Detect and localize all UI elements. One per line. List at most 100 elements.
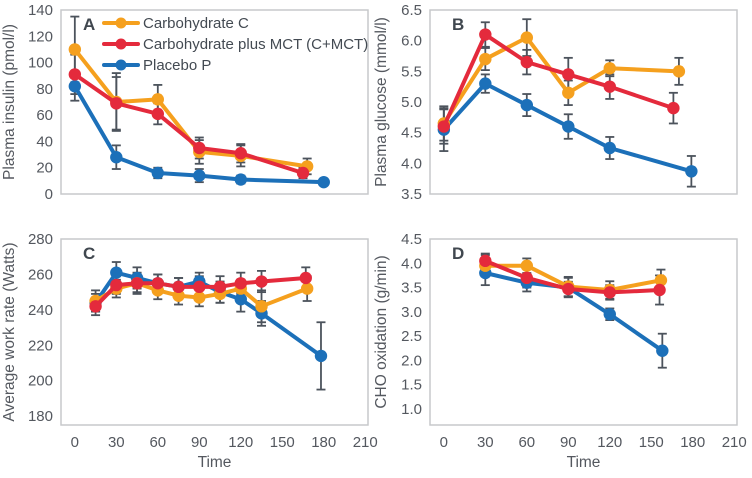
x-tick-label: 60: [149, 434, 166, 451]
x-tick-labels-C: 0 30 60 90 120 150 180 210: [71, 434, 378, 451]
panel-letter-D: D: [452, 244, 464, 263]
data-point: [562, 86, 575, 100]
x-tick-label: 150: [639, 434, 664, 451]
data-point: [68, 43, 82, 56]
series-carbohydrate-mct-B: [437, 28, 680, 133]
y-tick-label: 200: [28, 373, 53, 390]
x-tick-label: 210: [722, 434, 747, 451]
x-tick-label: 60: [518, 434, 535, 451]
data-point: [110, 266, 123, 279]
data-point: [172, 280, 185, 294]
legend-dot-marker-icon: [115, 59, 127, 71]
data-point: [653, 283, 666, 297]
data-point: [193, 291, 206, 304]
series-placebo-D: [479, 266, 669, 357]
y-axis-title-D: CHO oxidation (g/min): [373, 255, 390, 408]
data-point: [672, 65, 686, 78]
data-point: [296, 166, 310, 180]
x-tick-label: 180: [680, 434, 705, 451]
y-tick-label: 80: [36, 81, 53, 98]
series-line: [441, 35, 681, 126]
data-point: [520, 98, 534, 112]
y-tick-label: 2.0: [401, 352, 422, 369]
data-point: [603, 286, 616, 299]
panel-B: 3.5 4.0 4.5 5.0 5.5 6.0 6.5 Plasma glucose (mmo…: [373, 2, 738, 203]
y-axis-title-B: Plasma glucose (mmol/l): [373, 17, 390, 187]
series-line: [93, 270, 323, 358]
x-tick-label: 210: [353, 434, 378, 451]
x-tick-labels-D: 0 30 60 90 120 150 180 210: [440, 434, 747, 451]
y-tick-label: 20: [36, 160, 53, 177]
y-tick-label: 4.5: [401, 231, 422, 248]
panel-letter-C: C: [83, 244, 95, 263]
x-axis-title-D: Time: [567, 454, 601, 471]
series-line: [93, 275, 308, 309]
y-tick-label: 6.5: [401, 2, 422, 19]
data-point: [110, 97, 123, 110]
y-tick-label: 140: [28, 2, 53, 19]
series-line: [441, 81, 694, 174]
x-tick-label: 90: [191, 434, 208, 451]
y-tick-label: 180: [28, 408, 53, 425]
y-tick-label: 2.5: [401, 328, 422, 345]
legend: Carbohydrate C Carbohydrate plus MCT (C+M…: [102, 15, 368, 74]
y-tick-label: 240: [28, 302, 53, 319]
data-point: [255, 300, 268, 313]
data-point: [520, 55, 534, 69]
y-tick-label: 260: [28, 266, 53, 283]
data-point: [479, 254, 492, 268]
data-point: [110, 278, 123, 292]
data-point: [479, 28, 492, 41]
data-point: [603, 141, 616, 155]
data-point: [193, 141, 206, 155]
x-tick-label: 120: [228, 434, 253, 451]
data-point: [656, 344, 669, 357]
y-tick-label: 4.0: [401, 155, 422, 172]
legend-dot-marker-icon: [115, 17, 127, 29]
plot-frame-D: [429, 238, 738, 426]
panel-letter-A: A: [83, 15, 95, 34]
y-tick-label: 40: [36, 133, 53, 150]
legend-item-blue: Placebo P: [102, 57, 211, 74]
data-point: [68, 80, 82, 93]
data-point: [654, 274, 668, 287]
data-point: [172, 289, 185, 302]
legend-item-red: Carbohydrate plus MCT (C+MCT): [102, 36, 368, 53]
data-point: [299, 271, 312, 285]
data-point: [520, 271, 534, 285]
y-tick-label: 0: [45, 186, 53, 203]
y-tick-label: 4.5: [401, 125, 422, 142]
data-point: [151, 93, 165, 106]
data-point: [130, 277, 144, 290]
data-point: [151, 277, 165, 290]
x-tick-label: 120: [597, 434, 622, 451]
data-point: [234, 277, 247, 290]
data-point: [603, 80, 616, 93]
data-point: [479, 77, 492, 90]
y-tick-label: 4.0: [401, 255, 422, 272]
y-tick-label: 280: [28, 231, 53, 248]
data-point: [300, 282, 314, 295]
y-axis-title-C: Average work rate (Watts): [1, 242, 18, 421]
legend-item-orange: Carbohydrate C: [102, 15, 249, 32]
data-point: [110, 151, 123, 164]
y-tick-label: 120: [28, 28, 53, 45]
y-tick-label: 100: [28, 55, 53, 72]
series-carbohydrate-mct-C: [89, 271, 312, 313]
series-line: [72, 84, 326, 185]
data-point: [317, 175, 330, 189]
data-point: [437, 120, 451, 133]
y-tick-label: 6.0: [401, 33, 422, 50]
data-point: [234, 173, 247, 186]
data-point: [520, 259, 534, 272]
data-point: [562, 120, 575, 133]
panel-A: 0 20 40 60 80 100 120 140 Plasma insulin (pmol/l…: [1, 2, 369, 203]
data-point: [89, 300, 102, 313]
data-point: [68, 68, 82, 81]
y-tick-label: 1.5: [401, 377, 422, 394]
data-point: [193, 280, 206, 294]
data-point: [603, 62, 616, 75]
x-tick-label: 30: [477, 434, 494, 451]
data-point: [193, 169, 206, 182]
